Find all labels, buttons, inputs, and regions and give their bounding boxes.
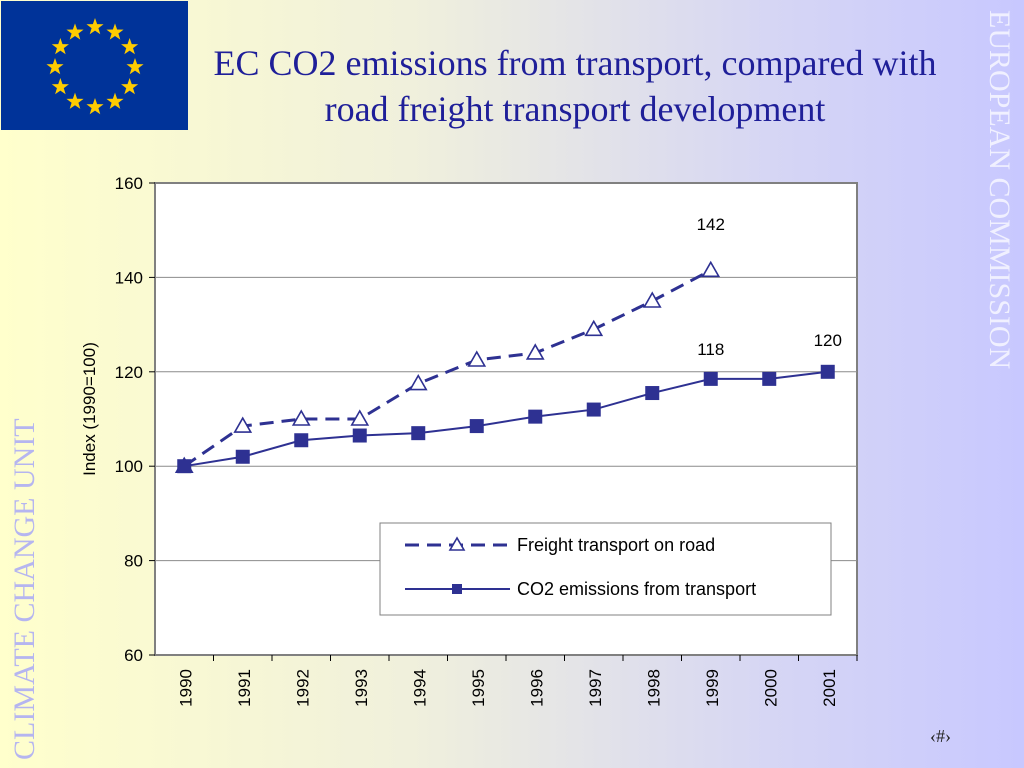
data-label: 120 bbox=[814, 331, 842, 350]
x-tick-label: 2001 bbox=[820, 669, 839, 707]
data-point-co2 bbox=[645, 386, 660, 401]
flag-star bbox=[46, 58, 64, 75]
series-line-2 bbox=[184, 370, 828, 468]
flag-star bbox=[86, 18, 104, 35]
legend-label: Freight transport on road bbox=[517, 535, 715, 555]
data-label: 118 bbox=[697, 340, 724, 359]
data-point-co2 bbox=[703, 371, 718, 386]
x-tick-label: 1999 bbox=[703, 669, 722, 707]
data-point-co2 bbox=[469, 419, 484, 434]
y-tick-label: 140 bbox=[115, 268, 143, 287]
data-point-freight bbox=[467, 350, 487, 367]
x-tick-label: 1998 bbox=[644, 669, 663, 707]
data-point-co2 bbox=[528, 409, 543, 424]
x-tick-label: 1995 bbox=[469, 669, 488, 707]
flag-star bbox=[86, 98, 104, 115]
legend bbox=[379, 522, 832, 616]
flag-star bbox=[106, 92, 124, 109]
legend-marker-co2 bbox=[452, 584, 462, 594]
x-tick-label: 1997 bbox=[586, 669, 605, 707]
data-label: 142 bbox=[697, 215, 725, 234]
y-tick-label: 100 bbox=[115, 457, 143, 476]
y-axis-label: Index (1990=100) bbox=[80, 342, 99, 476]
data-point-co2 bbox=[762, 371, 777, 386]
slide-title: EC CO2 emissions from transport, compare… bbox=[213, 43, 937, 129]
data-point-freight bbox=[701, 260, 721, 278]
flag-star bbox=[66, 23, 84, 40]
data-point-co2 bbox=[586, 402, 601, 417]
data-point-freight bbox=[584, 319, 604, 337]
x-tick-label: 1991 bbox=[235, 669, 254, 707]
data-point-freight bbox=[233, 416, 253, 433]
y-tick-label: 120 bbox=[115, 363, 143, 382]
data-point-freight bbox=[642, 291, 662, 308]
legend-label: CO2 emissions from transport bbox=[517, 579, 756, 599]
data-point-co2 bbox=[820, 364, 835, 379]
x-tick-label: 1992 bbox=[293, 669, 312, 707]
flag-star bbox=[126, 58, 144, 75]
legend-marker-freight bbox=[448, 536, 466, 551]
flag-star bbox=[66, 92, 84, 109]
x-tick-label: 2000 bbox=[761, 669, 780, 707]
data-point-co2 bbox=[177, 459, 192, 474]
data-point-freight bbox=[350, 409, 370, 426]
page-number: ‹#› bbox=[930, 726, 951, 746]
flag-star bbox=[106, 23, 124, 40]
flag-star bbox=[121, 78, 139, 95]
flag-star bbox=[51, 78, 69, 95]
x-tick-label: 1994 bbox=[410, 669, 429, 707]
data-point-freight bbox=[525, 343, 545, 360]
data-point-co2 bbox=[352, 428, 367, 443]
series-line-1 bbox=[183, 268, 712, 468]
eu-stars-icon bbox=[46, 18, 144, 115]
data-point-co2 bbox=[411, 426, 426, 441]
y-tick-label: 80 bbox=[124, 552, 143, 571]
eu-flag bbox=[1, 1, 188, 130]
flag-star bbox=[121, 38, 139, 55]
data-point-freight bbox=[408, 373, 428, 391]
x-tick-label: 1996 bbox=[527, 669, 546, 707]
data-point-co2 bbox=[235, 449, 250, 464]
x-tick-label: 1990 bbox=[176, 669, 195, 707]
data-point-freight bbox=[291, 409, 311, 426]
x-tick-label: 1993 bbox=[352, 669, 371, 707]
flag-star bbox=[51, 38, 69, 55]
y-tick-label: 160 bbox=[115, 174, 143, 193]
data-point-co2 bbox=[294, 433, 309, 448]
y-tick-label: 60 bbox=[124, 646, 143, 665]
